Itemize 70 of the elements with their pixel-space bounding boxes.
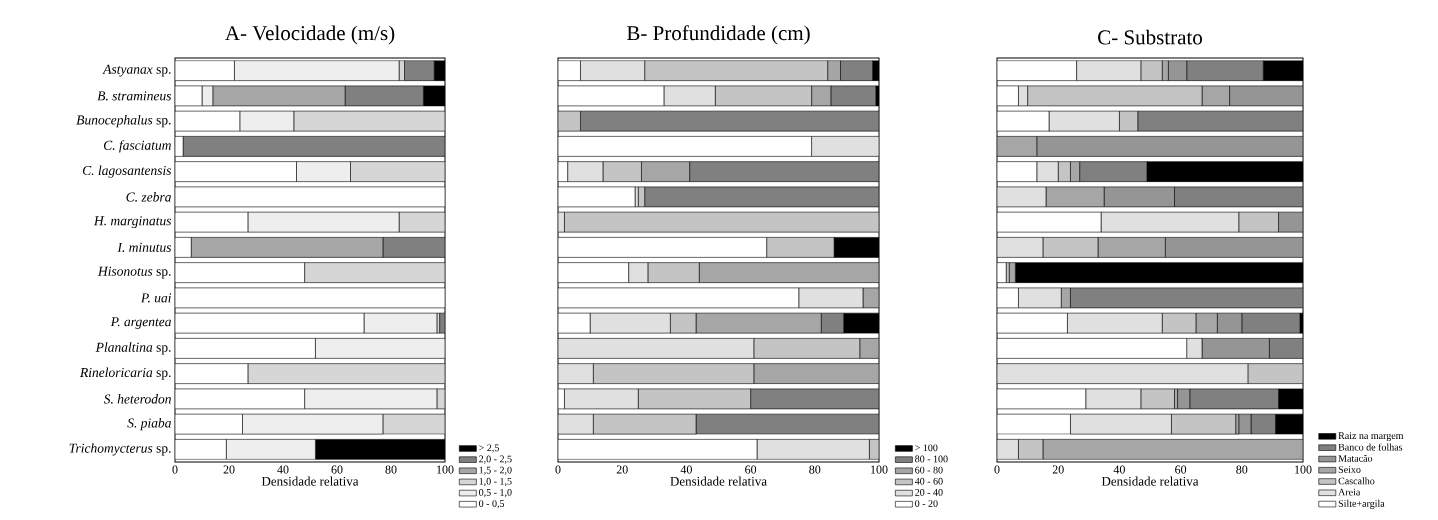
x-tick-label: 0	[994, 465, 1000, 474]
y-tick-label: B. stramineus	[97, 91, 172, 101]
x-tick-label: 80	[809, 465, 821, 474]
x-tick-label: 100	[1295, 465, 1312, 474]
bar	[753, 363, 880, 384]
legend-label: 0 - 20	[915, 500, 938, 507]
legend-label: 20 - 40	[915, 489, 943, 496]
x-tick-label: 60	[745, 465, 757, 474]
x-axis-title: Densidade relativa	[261, 476, 359, 486]
x-tick-label: 40	[680, 465, 692, 474]
legend-label: Cascalho	[1338, 477, 1375, 485]
legend-label: 1,0 - 1,5	[479, 477, 512, 487]
y-tick-label: Rineloricaria sp.	[79, 367, 171, 380]
x-tick-label: 60	[1175, 465, 1187, 474]
y-tick-label: Astyanax sp.	[102, 64, 171, 77]
y-tick-label: I. minutus	[117, 242, 172, 252]
legend-label: Silte+argila	[1338, 499, 1385, 509]
x-tick-label: 80	[1236, 465, 1248, 474]
legend-label: 1,5 - 2,0	[479, 466, 512, 475]
x-tick-label: 100	[871, 465, 888, 474]
legend-label: Matacão	[1338, 454, 1373, 462]
bar	[296, 161, 351, 182]
x-tick-label: 20	[616, 465, 628, 474]
bar	[404, 60, 435, 81]
legend-label: Areia	[1338, 488, 1361, 496]
legend-label: 40 - 60	[914, 477, 943, 485]
y-tick-label: H. marginatus	[93, 216, 172, 229]
bar	[212, 85, 346, 107]
x-axis-title: Densidade relativa	[670, 476, 767, 486]
y-tick-label: C. lagosantensis	[82, 165, 172, 178]
legend-label: Banco de folhas	[1338, 443, 1403, 451]
y-tick-label: Planaltina sp.	[95, 342, 171, 355]
chart-title: C- Substrato	[1098, 29, 1203, 45]
y-tick-label: S. heterodon	[103, 394, 171, 404]
y-tick-label: Trichomycterus sp.	[69, 443, 171, 456]
x-tick-label: 40	[277, 465, 289, 474]
y-tick-label: Hisonotus sp.	[97, 266, 171, 279]
legend-label: 60 - 80	[915, 466, 943, 474]
y-tick-label: C. zebra	[126, 192, 171, 202]
bar	[182, 136, 445, 157]
bar	[226, 439, 316, 460]
legend-label: 0,5 - 1,0	[479, 489, 512, 498]
x-tick-label: 60	[331, 465, 343, 474]
chart-title: A- Velocidade (m/s)	[225, 25, 395, 45]
x-tick-label: 80	[385, 465, 397, 474]
legend-label: 0 - 0,5	[479, 500, 505, 509]
legend-label: Raiz na margem	[1338, 432, 1404, 442]
x-tick-label: 0	[172, 465, 178, 474]
x-tick-label: 0	[555, 465, 561, 474]
legend-label: 80 - 100	[915, 455, 948, 463]
bar	[234, 60, 400, 81]
x-tick-label: 100	[437, 465, 454, 474]
legend-label: > 2,5	[479, 444, 499, 453]
legend-label: 2,0 - 2,5	[479, 455, 512, 464]
bar	[315, 338, 445, 359]
bar	[641, 161, 690, 182]
legend-label: Seixo	[1338, 466, 1361, 473]
x-axis-title: Densidade relativa	[1101, 476, 1199, 486]
x-tick-label: 20	[223, 465, 235, 474]
bar	[698, 262, 880, 283]
y-tick-label: P. argentea	[110, 317, 171, 329]
y-tick-label: P. uai	[140, 293, 172, 303]
y-tick-label: C. fasciatum	[103, 140, 171, 153]
chart-title: B- Profundidade (cm)	[626, 25, 810, 45]
y-tick-label: S. piaba	[127, 418, 171, 431]
bar	[382, 237, 445, 258]
x-tick-label: 20	[1052, 465, 1064, 474]
x-tick-label: 40	[1113, 465, 1125, 474]
legend-label: > 100	[915, 444, 938, 452]
y-tick-label: Bunocephalus sp.	[76, 115, 171, 128]
